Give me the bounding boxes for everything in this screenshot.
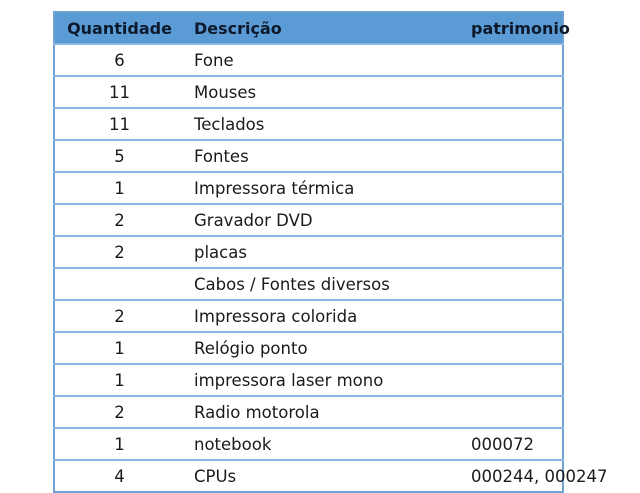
patrimonio-cell — [418, 139, 563, 172]
patrimonio-cell — [418, 363, 563, 396]
table-row: 2 Gravador DVD — [54, 203, 563, 236]
table-row: 2 placas — [54, 235, 563, 268]
table-row: 6 Fone — [54, 43, 563, 76]
table-row: 1 Relógio ponto — [54, 331, 563, 364]
quantity-cell: 11 — [54, 107, 184, 140]
description-cell: Teclados — [184, 107, 418, 140]
patrimonio-cell — [418, 267, 563, 300]
description-cell: placas — [184, 235, 418, 268]
table-row: 2 Radio motorola — [54, 395, 563, 428]
patrimonio-cell: 000072 — [418, 427, 563, 460]
quantity-cell: 1 — [54, 427, 184, 460]
description-cell: Impressora colorida — [184, 299, 418, 332]
patrimonio-cell — [418, 235, 563, 268]
patrimonio-cell — [418, 299, 563, 332]
description-cell: Radio motorola — [184, 395, 418, 428]
quantity-cell: 1 — [54, 171, 184, 204]
quantity-cell: 6 — [54, 43, 184, 76]
table-row: 1 Impressora térmica — [54, 171, 563, 204]
quantity-cell: 5 — [54, 139, 184, 172]
description-cell: Fontes — [184, 139, 418, 172]
patrimonio-cell: 000244, 000247 — [418, 459, 607, 492]
header-quantidade: Quantidade — [54, 12, 184, 44]
patrimonio-cell — [418, 395, 563, 428]
quantity-cell: 11 — [54, 75, 184, 108]
table-row: 11 Mouses — [54, 75, 563, 108]
table-row: 4 CPUs 000244, 000247 — [54, 459, 607, 492]
header-patrimonio: patrimonio — [418, 12, 570, 44]
table-row: 2 Impressora colorida — [54, 299, 563, 332]
patrimonio-cell — [418, 331, 563, 364]
description-cell: Impressora térmica — [184, 171, 418, 204]
patrimonio-cell — [418, 171, 563, 204]
description-cell: Cabos / Fontes diversos — [184, 267, 418, 300]
quantity-cell: 2 — [54, 235, 184, 268]
quantity-cell — [54, 267, 184, 300]
description-cell: Gravador DVD — [184, 203, 418, 236]
quantity-cell: 2 — [54, 395, 184, 428]
quantity-cell: 2 — [54, 299, 184, 332]
table-row: 1 notebook 000072 — [54, 427, 563, 460]
header-row: Quantidade Descrição patrimonio — [54, 12, 570, 44]
description-cell: CPUs — [184, 459, 418, 492]
table-row: 11 Teclados — [54, 107, 563, 140]
quantity-cell: 2 — [54, 203, 184, 236]
quantity-cell: 1 — [54, 363, 184, 396]
inventory-table: Quantidade Descrição patrimonio 6 Fone 11 M… — [53, 11, 607, 493]
description-cell: Mouses — [184, 75, 418, 108]
table-row: 5 Fontes — [54, 139, 563, 172]
patrimonio-cell — [418, 203, 563, 236]
patrimonio-cell — [418, 43, 563, 76]
quantity-cell: 4 — [54, 459, 184, 492]
patrimonio-cell — [418, 75, 563, 108]
patrimonio-cell — [418, 107, 563, 140]
description-cell: notebook — [184, 427, 418, 460]
description-cell: impressora laser mono — [184, 363, 418, 396]
description-cell: Relógio ponto — [184, 331, 418, 364]
table-row: Cabos / Fontes diversos — [54, 267, 563, 300]
quantity-cell: 1 — [54, 331, 184, 364]
header-descricao: Descrição — [184, 12, 418, 44]
description-cell: Fone — [184, 43, 418, 76]
table-row: 1 impressora laser mono — [54, 363, 563, 396]
